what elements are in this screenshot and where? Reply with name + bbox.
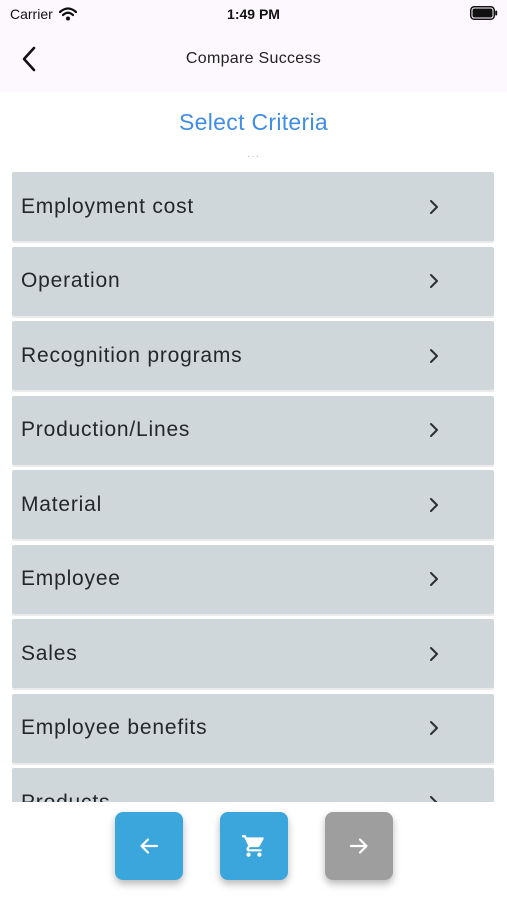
arrow-left-icon xyxy=(140,838,159,854)
carrier-label: Carrier xyxy=(10,6,53,22)
back-button[interactable] xyxy=(14,44,44,74)
chevron-right-icon xyxy=(430,274,438,288)
wifi-icon xyxy=(58,7,77,21)
criteria-item-label: Employment cost xyxy=(21,194,195,218)
chevron-right-icon xyxy=(430,423,438,437)
carrier-info: Carrier xyxy=(10,6,77,22)
status-bar: Carrier 1:49 PM xyxy=(0,0,507,30)
criteria-item-label: Production/Lines xyxy=(21,418,191,441)
criteria-item-label: Operation xyxy=(21,269,121,292)
chevron-left-icon xyxy=(22,46,36,72)
chevron-right-icon xyxy=(430,795,438,802)
criteria-item-employee[interactable]: Employee xyxy=(12,544,494,614)
chevron-right-icon xyxy=(430,572,438,586)
criteria-item-label: Material xyxy=(21,492,103,516)
criteria-item-sales[interactable]: Sales xyxy=(12,619,494,688)
status-time: 1:49 PM xyxy=(227,6,280,22)
criteria-item-label: Recognition programs xyxy=(21,343,243,367)
chevron-right-icon xyxy=(430,199,438,214)
chevron-right-icon xyxy=(430,497,438,512)
arrow-right-icon xyxy=(349,838,368,854)
criteria-item-label: Products xyxy=(21,790,111,803)
navigation-bar: Compare Success xyxy=(0,30,507,92)
criteria-item-employment-cost[interactable]: Employment cost xyxy=(12,172,494,241)
section-title: Select Criteria xyxy=(179,109,328,135)
more-indicator: ... xyxy=(246,146,260,160)
cart-icon xyxy=(242,835,264,857)
next-button[interactable] xyxy=(325,812,393,880)
criteria-list[interactable]: Employment cost Operation Recognition pr… xyxy=(12,172,495,802)
chevron-right-icon xyxy=(430,721,438,735)
criteria-item-recognition-programs[interactable]: Recognition programs xyxy=(12,321,494,390)
criteria-item-operation[interactable]: Operation xyxy=(12,246,494,316)
cart-button[interactable] xyxy=(220,812,288,880)
criteria-item-material[interactable]: Material xyxy=(12,470,494,539)
battery-icon xyxy=(470,6,498,20)
page-title: Compare Success xyxy=(185,50,322,67)
chevron-right-icon xyxy=(430,348,438,363)
criteria-item-label: Sales xyxy=(21,641,78,665)
chevron-right-icon xyxy=(430,646,438,661)
criteria-item-label: Employee xyxy=(21,567,121,590)
previous-button[interactable] xyxy=(115,812,183,880)
criteria-item-products[interactable]: Products xyxy=(12,768,494,802)
criteria-item-employee-benefits[interactable]: Employee benefits xyxy=(12,693,494,763)
criteria-item-label: Employee benefits xyxy=(21,716,208,739)
criteria-item-production-lines[interactable]: Production/Lines xyxy=(12,395,494,465)
